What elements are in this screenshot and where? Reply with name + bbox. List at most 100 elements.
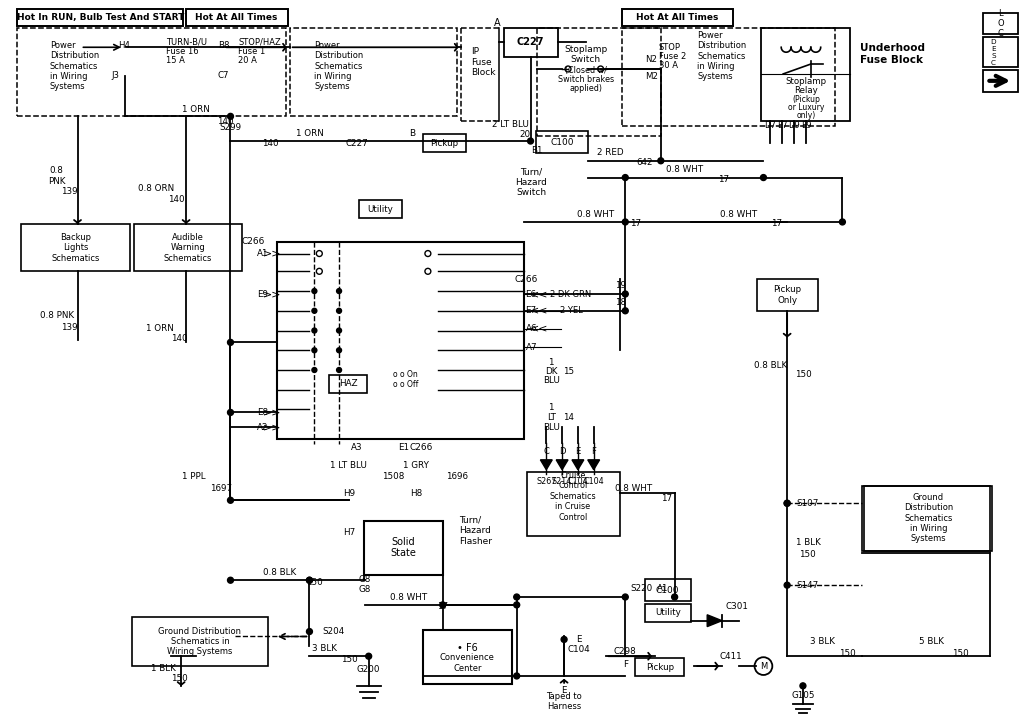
Text: Block: Block bbox=[471, 68, 496, 78]
Text: Fuse: Fuse bbox=[471, 58, 492, 66]
Circle shape bbox=[657, 158, 664, 163]
Text: 1 BLK: 1 BLK bbox=[796, 539, 821, 547]
Text: Hot In RUN, Bulb Test And START: Hot In RUN, Bulb Test And START bbox=[16, 13, 184, 22]
Text: A1: A1 bbox=[657, 584, 669, 593]
Text: 0.8 PNK: 0.8 PNK bbox=[40, 311, 74, 320]
Text: 140: 140 bbox=[168, 195, 184, 204]
Text: 150: 150 bbox=[306, 577, 323, 587]
Text: 642: 642 bbox=[637, 158, 653, 167]
Bar bbox=[132, 617, 268, 666]
Text: 1 ORN: 1 ORN bbox=[182, 105, 210, 114]
Text: L
O
C: L O C bbox=[997, 9, 1004, 38]
Text: 0.8 ORN: 0.8 ORN bbox=[138, 184, 174, 193]
Circle shape bbox=[623, 308, 629, 314]
Bar bbox=[364, 521, 442, 575]
Text: J3: J3 bbox=[111, 71, 119, 81]
Bar bbox=[134, 224, 243, 271]
Text: 17: 17 bbox=[662, 494, 673, 503]
Text: 14: 14 bbox=[563, 413, 574, 422]
Circle shape bbox=[761, 174, 766, 181]
Text: 15: 15 bbox=[563, 367, 574, 377]
Text: 19: 19 bbox=[614, 281, 626, 289]
Text: 1508: 1508 bbox=[382, 472, 404, 481]
Text: A7: A7 bbox=[525, 343, 538, 352]
Text: 139: 139 bbox=[61, 187, 78, 196]
Text: 20: 20 bbox=[519, 130, 530, 139]
Text: C100: C100 bbox=[656, 585, 680, 595]
Text: G105: G105 bbox=[792, 691, 815, 700]
Text: Underhood
Fuse Block: Underhood Fuse Block bbox=[860, 43, 925, 65]
Circle shape bbox=[623, 174, 629, 181]
Text: Solid
State: Solid State bbox=[390, 537, 416, 559]
Text: A6: A6 bbox=[525, 324, 538, 333]
Bar bbox=[538, 27, 660, 136]
Text: 2 DK GRN: 2 DK GRN bbox=[550, 289, 592, 299]
Circle shape bbox=[439, 602, 445, 608]
Text: 1697: 1697 bbox=[210, 484, 231, 493]
Circle shape bbox=[227, 339, 233, 346]
Bar bbox=[635, 658, 684, 676]
Text: 150: 150 bbox=[839, 649, 856, 658]
Text: H7: H7 bbox=[343, 528, 355, 537]
Text: Utility: Utility bbox=[654, 608, 681, 617]
Text: >>: >> bbox=[263, 422, 282, 432]
Text: 140: 140 bbox=[171, 334, 187, 343]
Text: 0.8: 0.8 bbox=[50, 166, 63, 175]
Text: A: A bbox=[494, 17, 501, 27]
Circle shape bbox=[672, 594, 678, 600]
Text: C298: C298 bbox=[614, 647, 637, 656]
Text: 17: 17 bbox=[437, 603, 449, 611]
Circle shape bbox=[227, 498, 233, 503]
Text: E1: E1 bbox=[397, 444, 409, 452]
Bar bbox=[623, 9, 733, 26]
Circle shape bbox=[306, 629, 312, 634]
Text: 3 BLK: 3 BLK bbox=[810, 637, 836, 646]
Text: C301: C301 bbox=[725, 603, 749, 611]
Bar bbox=[290, 27, 458, 117]
Bar bbox=[983, 37, 1018, 67]
Text: 1 ORN: 1 ORN bbox=[145, 324, 173, 333]
Text: Utility: Utility bbox=[368, 204, 393, 214]
Bar bbox=[645, 579, 691, 601]
Text: (Pickup: (Pickup bbox=[792, 95, 820, 104]
Text: 0.8 BLK: 0.8 BLK bbox=[754, 361, 787, 369]
Bar bbox=[762, 27, 850, 121]
Text: <<: << bbox=[530, 289, 549, 299]
Text: (Closed w/: (Closed w/ bbox=[565, 66, 607, 76]
Text: D9: D9 bbox=[788, 121, 800, 130]
Text: C227: C227 bbox=[345, 138, 369, 148]
Text: H4: H4 bbox=[118, 41, 130, 50]
Polygon shape bbox=[556, 460, 568, 469]
Text: STOP/HAZ: STOP/HAZ bbox=[239, 38, 282, 47]
Text: H8: H8 bbox=[410, 489, 422, 498]
Text: applied): applied) bbox=[569, 84, 602, 93]
Circle shape bbox=[623, 594, 629, 600]
Text: B: B bbox=[409, 129, 415, 138]
Text: 150: 150 bbox=[952, 649, 969, 658]
Text: 15 A: 15 A bbox=[166, 55, 185, 65]
Text: E6: E6 bbox=[525, 289, 537, 299]
Text: <<: << bbox=[530, 306, 549, 316]
Text: Fuse 16: Fuse 16 bbox=[166, 47, 199, 55]
Circle shape bbox=[312, 328, 316, 333]
Text: B1: B1 bbox=[530, 146, 542, 156]
Text: C100: C100 bbox=[550, 138, 573, 146]
Text: Cruise
Control
Schematics
in Cruise
Control: Cruise Control Schematics in Cruise Cont… bbox=[550, 471, 596, 521]
Text: E9: E9 bbox=[801, 121, 811, 130]
Text: 0.8 WHT: 0.8 WHT bbox=[389, 593, 427, 601]
Polygon shape bbox=[708, 615, 722, 626]
Text: C104: C104 bbox=[567, 477, 588, 486]
Text: 2 YEL: 2 YEL bbox=[560, 306, 583, 315]
Bar bbox=[864, 487, 992, 551]
Text: 18: 18 bbox=[614, 298, 626, 307]
Bar bbox=[862, 487, 990, 551]
Text: 150: 150 bbox=[341, 654, 357, 664]
Text: D7: D7 bbox=[765, 121, 776, 130]
Text: Power
Distribution
Schematics
in Wiring
Systems: Power Distribution Schematics in Wiring … bbox=[50, 41, 99, 91]
Circle shape bbox=[337, 328, 342, 333]
Text: S220: S220 bbox=[630, 584, 652, 593]
Bar bbox=[537, 131, 588, 153]
Text: 139: 139 bbox=[61, 323, 78, 332]
Text: A1: A1 bbox=[256, 249, 268, 258]
Text: E8: E8 bbox=[257, 408, 268, 417]
